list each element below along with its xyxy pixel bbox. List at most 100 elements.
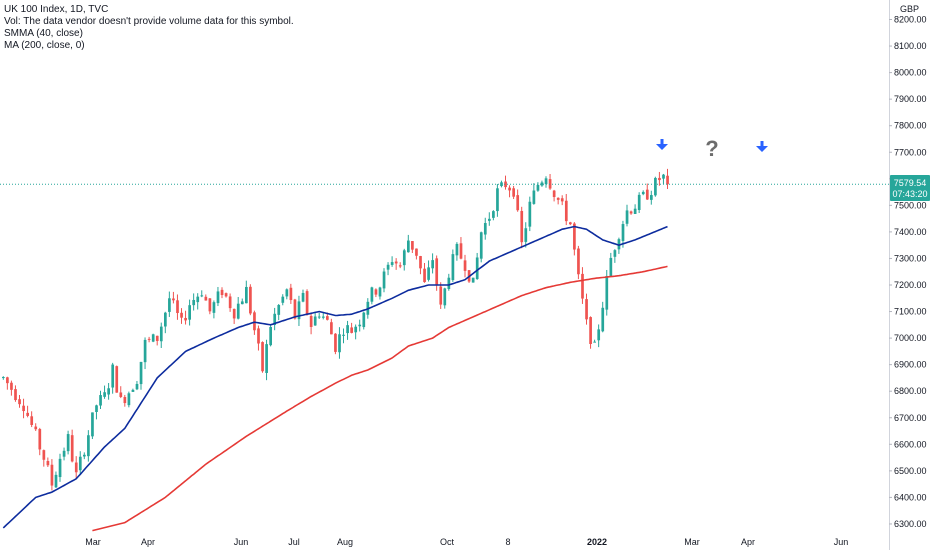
candle-body [617, 239, 621, 250]
candle [427, 260, 430, 282]
candle-body [301, 292, 305, 302]
candle-body [66, 434, 70, 452]
down-arrow-icon[interactable] [756, 141, 768, 152]
candle [119, 386, 123, 399]
candle [564, 193, 568, 226]
price-tick-label: 7500.00 [894, 200, 927, 210]
candle-body [443, 288, 447, 306]
ma-line [92, 265, 668, 532]
candle [78, 451, 82, 475]
candle-body [265, 344, 268, 373]
candle-body [613, 250, 617, 257]
candle [281, 294, 285, 306]
candle [188, 299, 191, 326]
candle-body [597, 329, 601, 341]
annotations-layer: ? [656, 136, 768, 161]
candle-body [455, 243, 459, 256]
candle [593, 339, 596, 343]
candle [625, 204, 629, 227]
candle-body [394, 261, 398, 264]
candle [184, 310, 187, 325]
candle-body [504, 181, 507, 188]
candle [338, 327, 341, 359]
candle [354, 324, 358, 340]
price-tick-label: 7700.00 [894, 147, 927, 157]
candle [601, 301, 605, 333]
candle [46, 457, 50, 467]
candle [374, 288, 378, 298]
candle-body [475, 257, 479, 280]
price-axis[interactable]: 8200.00 8100.00 8000.00 7900.00 7800.00 7700.… [889, 15, 927, 529]
candle [654, 176, 657, 197]
candle-body [601, 307, 605, 332]
candle-body [431, 260, 434, 269]
candle-body [342, 334, 345, 336]
candle [123, 394, 127, 407]
time-axis[interactable]: Mar Apr Jun Jul Aug Oct 8 2022 Mar Apr Jun [85, 537, 848, 547]
candle-body [224, 293, 228, 297]
price-tick-label: 6800.00 [894, 386, 927, 396]
price-tick-label: 8000.00 [894, 68, 927, 78]
candle-body [38, 429, 42, 450]
question-mark-annotation[interactable]: ? [705, 136, 718, 161]
price-tick-label: 7900.00 [894, 94, 927, 104]
candle [613, 249, 617, 263]
candle-body [281, 296, 285, 303]
candle-body [350, 327, 353, 333]
candle-body [42, 450, 46, 460]
candle-body [633, 208, 637, 214]
price-tick-label: 7200.00 [894, 280, 927, 290]
candle-body [83, 454, 86, 457]
candle-body [313, 316, 317, 326]
time-tick-label: Aug [337, 537, 353, 547]
candle [277, 304, 281, 321]
candle [14, 385, 17, 402]
candle-body [91, 412, 94, 437]
down-arrow-icon[interactable] [656, 139, 668, 150]
candle [402, 248, 406, 271]
candle [411, 241, 414, 254]
candle-body [439, 286, 443, 305]
candle-body [447, 277, 451, 289]
candle-body [609, 257, 613, 277]
candle-body [2, 377, 5, 379]
candle-body [119, 392, 123, 397]
candle [273, 307, 277, 331]
candle [504, 175, 507, 190]
candle-body [245, 286, 248, 304]
candle-body [378, 287, 382, 297]
candle [597, 324, 601, 348]
candle-body [123, 397, 127, 404]
candle-body [451, 254, 455, 281]
candle-body [131, 389, 135, 392]
candle-body [321, 316, 325, 318]
candle-body [654, 177, 657, 196]
candle [208, 298, 212, 315]
candle [666, 168, 669, 189]
candle-body [564, 200, 568, 222]
candle-body [14, 389, 17, 401]
candle [180, 308, 183, 324]
candle-body [151, 334, 155, 342]
candle [50, 459, 54, 491]
price-tick-label: 6300.00 [894, 519, 927, 529]
candle [297, 295, 301, 327]
candle [83, 452, 86, 460]
candle [216, 286, 220, 307]
price-tick-label: 8100.00 [894, 41, 927, 51]
candle-body [30, 416, 34, 425]
candle [423, 262, 426, 283]
candle-body [577, 248, 580, 275]
candle-body [520, 210, 524, 243]
candle-body [334, 333, 337, 352]
candle [151, 333, 155, 343]
candle-body [111, 364, 115, 388]
candle-body [26, 412, 29, 416]
candle [496, 183, 499, 217]
candle [2, 376, 5, 380]
candle [451, 249, 455, 282]
candle-body [435, 258, 439, 285]
candle [91, 412, 94, 440]
candle [127, 391, 131, 408]
